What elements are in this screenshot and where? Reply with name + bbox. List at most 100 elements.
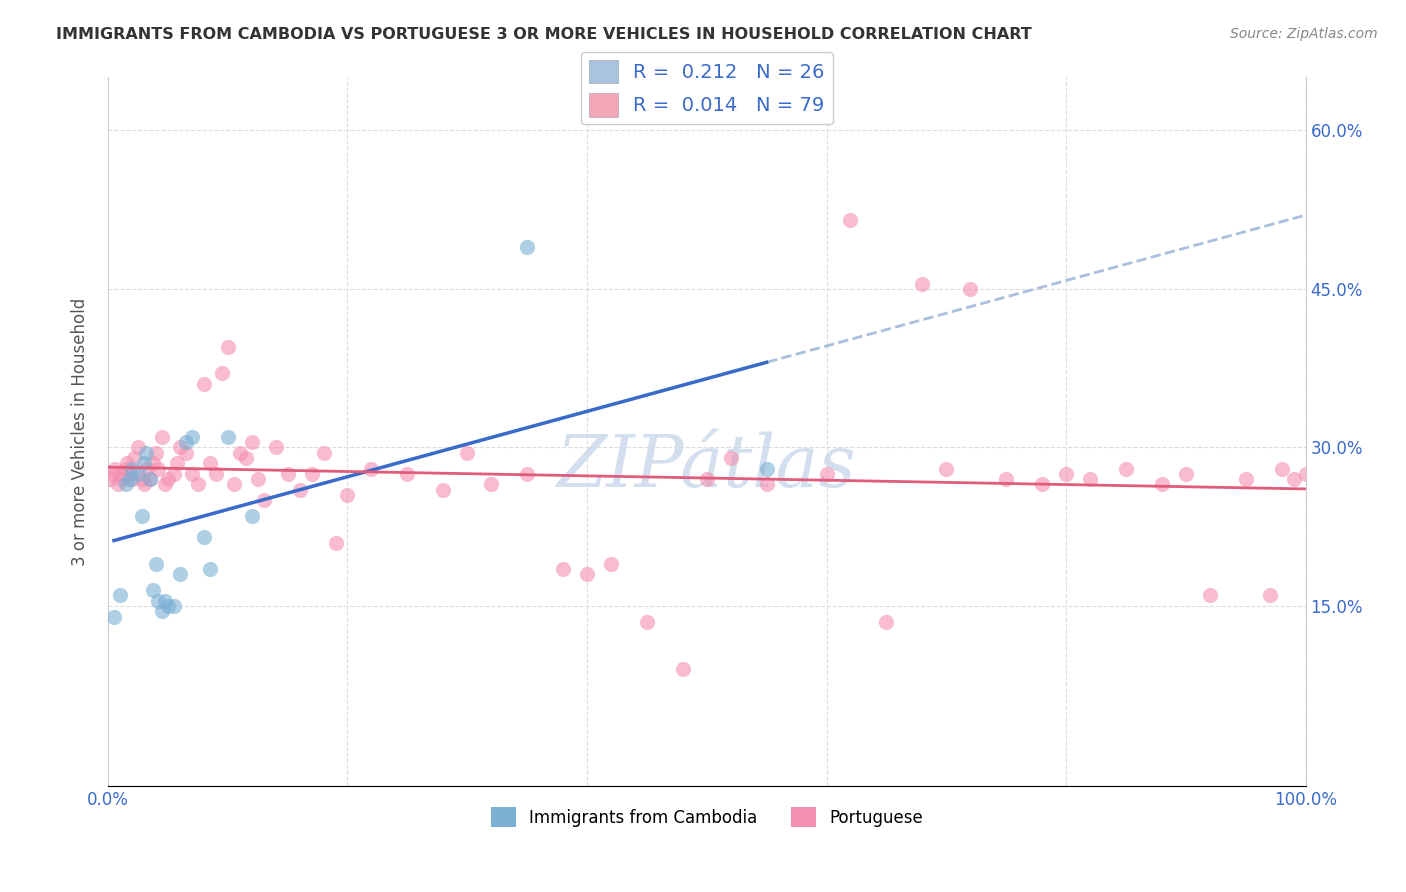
Point — [222, 477, 245, 491]
Point — [228, 446, 250, 460]
Point — [1282, 472, 1305, 486]
Legend: Immigrants from Cambodia, Portuguese: Immigrants from Cambodia, Portuguese — [484, 800, 929, 834]
Point — [277, 467, 299, 481]
Point — [1270, 461, 1292, 475]
Point — [127, 467, 149, 481]
Point — [288, 483, 311, 497]
Point — [142, 456, 165, 470]
Point — [264, 441, 287, 455]
Point — [150, 604, 173, 618]
Point — [1078, 472, 1101, 486]
Point — [1198, 589, 1220, 603]
Point — [108, 467, 131, 481]
Point — [193, 530, 215, 544]
Point — [132, 456, 155, 470]
Text: ZIPátlas: ZIPátlas — [557, 432, 856, 502]
Point — [169, 567, 191, 582]
Point — [174, 446, 197, 460]
Point — [672, 663, 695, 677]
Point — [148, 461, 170, 475]
Point — [150, 430, 173, 444]
Point — [163, 467, 186, 481]
Point — [155, 477, 177, 491]
Point — [600, 557, 623, 571]
Point — [163, 599, 186, 613]
Point — [720, 451, 742, 466]
Point — [115, 477, 138, 491]
Point — [755, 477, 778, 491]
Point — [156, 599, 179, 613]
Point — [235, 451, 257, 466]
Point — [301, 467, 323, 481]
Point — [139, 472, 162, 486]
Point — [121, 472, 143, 486]
Point — [211, 367, 233, 381]
Point — [246, 472, 269, 486]
Point — [198, 562, 221, 576]
Point — [636, 615, 658, 629]
Point — [115, 456, 138, 470]
Point — [253, 493, 276, 508]
Point — [131, 472, 153, 486]
Point — [145, 446, 167, 460]
Point — [1295, 467, 1317, 481]
Point — [1115, 461, 1137, 475]
Point — [1174, 467, 1197, 481]
Point — [240, 509, 263, 524]
Point — [118, 472, 141, 486]
Point — [193, 377, 215, 392]
Point — [432, 483, 454, 497]
Point — [187, 477, 209, 491]
Point — [108, 589, 131, 603]
Point — [127, 441, 149, 455]
Point — [132, 477, 155, 491]
Point — [935, 461, 957, 475]
Point — [107, 477, 129, 491]
Point — [217, 430, 239, 444]
Point — [456, 446, 478, 460]
Point — [240, 435, 263, 450]
Point — [104, 461, 127, 475]
Point — [135, 461, 157, 475]
Point — [875, 615, 897, 629]
Point — [103, 609, 125, 624]
Point — [139, 472, 162, 486]
Point — [180, 430, 202, 444]
Point — [124, 451, 146, 466]
Point — [696, 472, 718, 486]
Point — [135, 446, 157, 460]
Text: IMMIGRANTS FROM CAMBODIA VS PORTUGUESE 3 OR MORE VEHICLES IN HOUSEHOLD CORRELATI: IMMIGRANTS FROM CAMBODIA VS PORTUGUESE 3… — [56, 27, 1032, 42]
Point — [1234, 472, 1257, 486]
Point — [100, 472, 122, 486]
Point — [755, 461, 778, 475]
Point — [115, 461, 138, 475]
Point — [131, 509, 153, 524]
Point — [180, 467, 202, 481]
Point — [166, 456, 188, 470]
Point — [360, 461, 382, 475]
Point — [101, 467, 124, 481]
Point — [911, 277, 934, 291]
Point — [204, 467, 226, 481]
Point — [1150, 477, 1173, 491]
Point — [118, 467, 141, 481]
Point — [156, 472, 179, 486]
Point — [217, 340, 239, 354]
Point — [325, 535, 347, 549]
Point — [396, 467, 419, 481]
Point — [1031, 477, 1053, 491]
Point — [959, 282, 981, 296]
Point — [516, 467, 538, 481]
Point — [1258, 589, 1281, 603]
Point — [575, 567, 598, 582]
Text: Source: ZipAtlas.com: Source: ZipAtlas.com — [1230, 27, 1378, 41]
Point — [839, 213, 862, 227]
Point — [516, 239, 538, 253]
Point — [169, 441, 191, 455]
Point — [1054, 467, 1077, 481]
Point — [995, 472, 1018, 486]
Point — [312, 446, 335, 460]
Point — [479, 477, 502, 491]
Point — [142, 583, 165, 598]
Point — [145, 557, 167, 571]
